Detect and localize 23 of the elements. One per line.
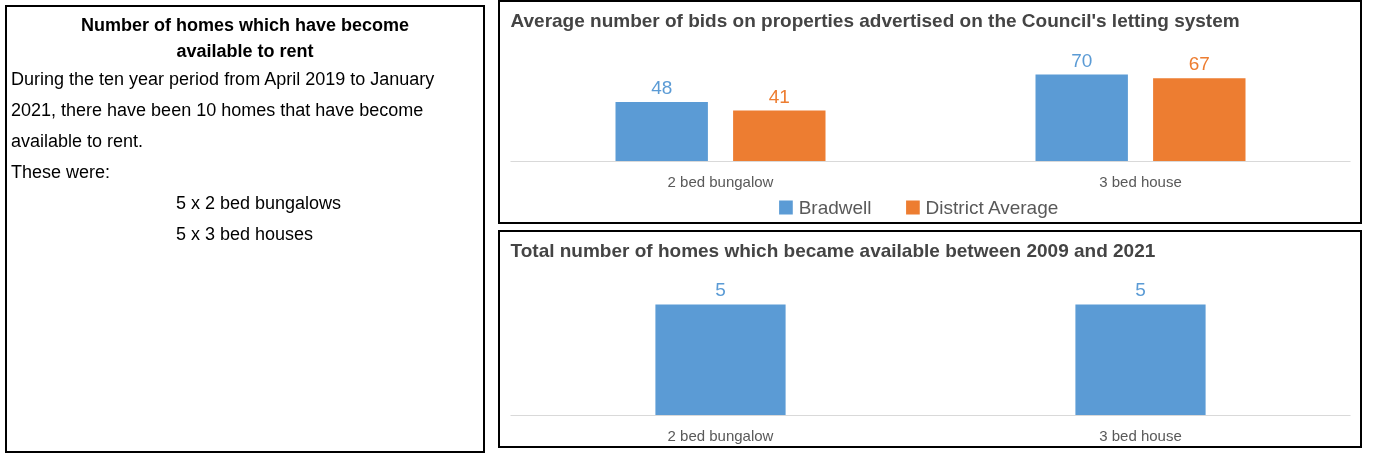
data-label: 67 [1188,53,1210,75]
legend-label: Bradwell [798,197,872,218]
x-tick-label: 3 bed house [1099,426,1182,444]
data-label: 5 [715,279,726,301]
bar [615,101,708,162]
text: 5 x 2 bed bungalows [175,192,343,216]
data-label: 5 [1135,279,1146,301]
legend-label: District Average [925,197,1059,218]
x-tick-label: 2 bed bungalow [667,172,774,190]
chart-title: Average number of bids on properties advertised on the Council's letting system [510,9,1240,31]
data-label: 70 [1071,49,1093,71]
data-label: 41 [768,85,790,107]
text: During the ten year period from April 2019 to January 2021, there have been 10 homes that have become available to rent. [11,68,436,154]
bar [1035,74,1128,162]
x-tick-label: 3 bed house [1099,172,1182,190]
text: Number of homes which have become available to rent [79,14,411,63]
bar [1153,78,1246,162]
x-tick-label: 2 bed bungalow [667,426,774,444]
text: 5 x 3 bed houses [175,223,315,247]
text: These were: [11,161,112,185]
chart-title: Total number of homes which became available between 2009 and 2021 [510,239,1156,261]
data-label: 48 [651,76,673,98]
bar [733,110,826,162]
